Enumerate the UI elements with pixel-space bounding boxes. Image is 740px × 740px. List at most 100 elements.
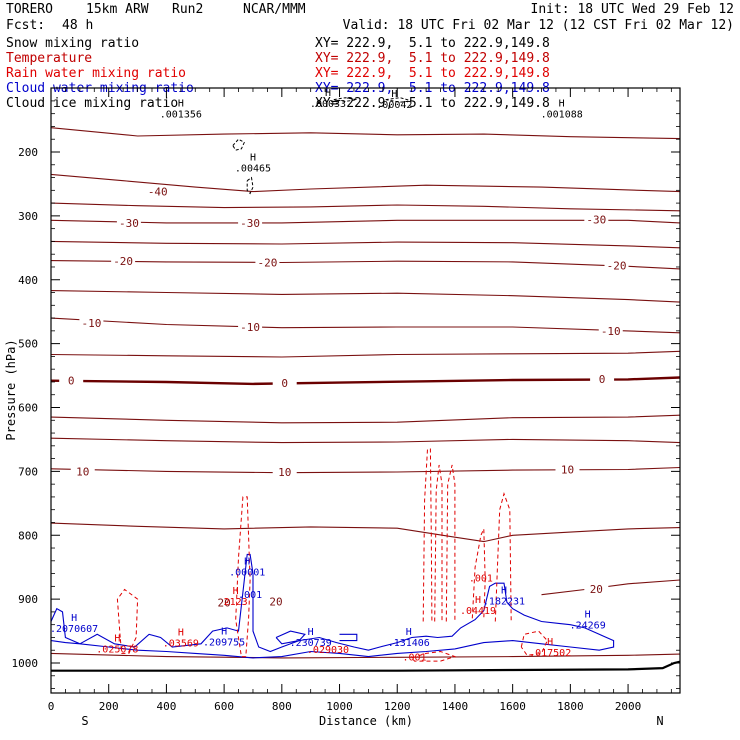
isotherm-label-bg	[255, 256, 280, 269]
isotherm-line	[51, 522, 680, 543]
extremum-label: .24269	[570, 621, 606, 632]
extremum-label: .182231	[483, 596, 525, 607]
header-valid: Valid: 18 UTC Fri 02 Mar 12 (12 CST Fri …	[342, 18, 734, 33]
freezing-level-line	[51, 376, 680, 386]
x-tick-label: 600	[214, 700, 234, 713]
isotherm-line	[51, 652, 680, 659]
isotherm-label-bg	[59, 374, 84, 387]
y-tick-label: 1000	[12, 657, 39, 670]
isotherm-label: -30	[586, 214, 606, 227]
cloud-ice-contour	[232, 138, 245, 151]
rain-water-contour	[235, 496, 251, 658]
isotherm-label-bg	[590, 372, 615, 385]
isotherm-label-bg	[272, 466, 297, 479]
isotherm-line	[51, 414, 680, 424]
y-tick-label: 200	[18, 146, 38, 159]
isotherm-label: 10	[561, 463, 574, 476]
header-model: TORERO	[6, 2, 53, 17]
isotherm-label: -30	[240, 217, 260, 230]
y-tick-label: 500	[18, 338, 38, 351]
isotherm-label-bg	[604, 259, 629, 272]
extremum-label: .04419	[460, 606, 496, 617]
isotherm-line	[51, 240, 680, 249]
isotherm-label-bg	[598, 324, 623, 337]
extremum-label: .03569	[163, 639, 199, 650]
extremum-label: .001356	[160, 110, 202, 121]
legend-temperature: Temperature	[6, 51, 93, 66]
isotherm-label: 20	[217, 596, 230, 609]
header-resolution: 15km ARW	[86, 2, 149, 17]
isotherm-label: 0	[281, 377, 288, 390]
extremum-mark: H	[244, 557, 250, 568]
extremum-mark: H	[501, 585, 507, 596]
extremum-label: .001088	[541, 110, 583, 121]
isotherm-label-bg	[116, 216, 141, 229]
isotherm-label: -20	[257, 257, 277, 270]
x-tick-label: 200	[99, 700, 119, 713]
isotherm-label-bg	[584, 213, 609, 226]
isotherm-line	[51, 202, 680, 212]
plot-frame	[50, 87, 681, 694]
header-org: NCAR/MMM	[243, 2, 306, 17]
x-tick-label: 1800	[557, 700, 584, 713]
y-tick-label: 600	[18, 402, 38, 415]
extremum-mark: H	[250, 152, 256, 163]
y-tick-label: 400	[18, 274, 38, 287]
extremum-mark: H	[547, 637, 553, 648]
extremum-label: .00001	[229, 568, 265, 579]
extremum-label: .025078	[96, 644, 138, 655]
legend-snow: Snow mixing ratio	[6, 36, 140, 51]
legend-snow-xy: XY= 222.9, 5.1 to 222.9,149.8	[315, 36, 550, 51]
isotherm-line	[51, 127, 680, 140]
extremum-label: .2070607	[50, 624, 98, 635]
isotherm-label: 10	[278, 466, 291, 479]
isotherm-label: 20	[269, 596, 282, 609]
y-tick-label: 900	[18, 593, 38, 606]
isotherm-label: -10	[601, 325, 621, 338]
isotherm-label: -40	[148, 186, 168, 199]
rain-water-contour	[422, 448, 433, 622]
terrain-line	[51, 660, 680, 672]
isotherm-label: -20	[607, 260, 627, 273]
isotherm-line	[51, 350, 680, 358]
isotherm-label-bg	[238, 216, 263, 229]
isotherm-line	[51, 317, 680, 334]
isotherm-label: -20	[113, 255, 133, 268]
isotherm-line	[51, 376, 680, 385]
legend-cloud-ice: Cloud ice mixing ratio	[6, 96, 179, 111]
extremum-label: .029030	[307, 645, 349, 656]
isotherm-label: 0	[68, 375, 75, 388]
cloud-water-contour	[275, 630, 306, 645]
extremum-label: 2123	[224, 597, 248, 608]
extremum-mark: H	[178, 628, 184, 639]
extremum-label: .001	[238, 590, 262, 601]
extremum-label: .131406	[388, 638, 430, 649]
cloud-water-contour	[51, 553, 615, 659]
rain-water-contour	[471, 528, 486, 619]
header-fcst-value: 48 h	[62, 18, 94, 33]
isotherm-label-bg	[111, 255, 136, 268]
x-tick-label: 400	[156, 700, 176, 713]
x-end-label: N	[656, 714, 663, 728]
extremum-mark: H	[475, 595, 481, 606]
legend-cloud-water-xy: XY= 222.9, 5.1 to 222.9,149.8	[315, 81, 550, 96]
isotherm-label-bg	[272, 377, 297, 390]
isotherm-label-bg	[79, 317, 104, 330]
isotherm-label: 10	[76, 465, 89, 478]
x-tick-label: 1000	[326, 700, 353, 713]
x-start-label: S	[81, 714, 88, 728]
isotherm-label-bg	[212, 596, 237, 609]
extremum-mark: H	[71, 613, 77, 624]
isotherm-line	[51, 466, 680, 474]
legend-temperature-xy: XY= 222.9, 5.1 to 222.9,149.8	[315, 51, 550, 66]
isotherm-line	[541, 579, 680, 596]
extremum-mark: H	[585, 610, 591, 621]
extremum-mark: H	[406, 627, 412, 638]
extremum-mark: H	[308, 627, 314, 638]
extremum-mark: H	[559, 99, 565, 110]
cloud-water-contour	[339, 633, 358, 642]
rain-water-contour	[411, 650, 457, 662]
isotherm-label-bg	[70, 465, 95, 478]
rain-water-contour	[445, 464, 456, 622]
